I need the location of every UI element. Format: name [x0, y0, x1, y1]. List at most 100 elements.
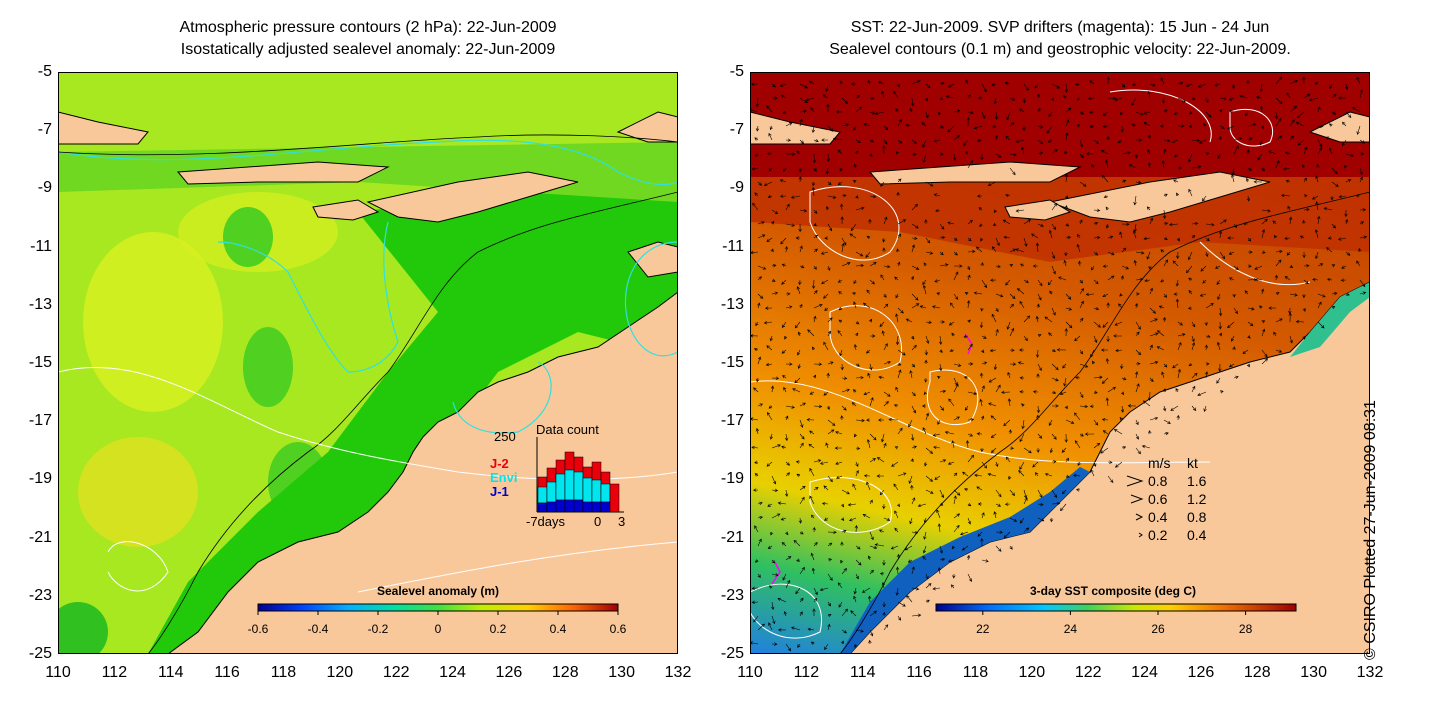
velocity-arrow — [939, 502, 944, 506]
velocity-arrow — [911, 587, 920, 591]
velocity-arrow — [911, 405, 916, 414]
velocity-arrow — [1202, 279, 1207, 284]
velocity-arrow — [1135, 433, 1139, 440]
velocity-arrow — [1065, 132, 1069, 141]
velocity-arrow — [869, 433, 877, 441]
velocity-arrow — [953, 489, 961, 496]
velocity-arrow — [840, 203, 844, 211]
velocity-arrow — [826, 103, 830, 113]
sumba-island — [1004, 199, 1072, 221]
velocity-arrow — [1093, 390, 1098, 394]
velocity-arrow — [1005, 279, 1011, 286]
velocity-arrow — [1345, 292, 1350, 296]
velocity-arrow — [1091, 164, 1095, 169]
velocity-arrow — [1261, 358, 1269, 365]
velocity-arrow — [1022, 125, 1026, 132]
velocity-arrow — [988, 402, 997, 407]
velocity-arrow — [1093, 208, 1101, 213]
velocity-arrow — [1037, 334, 1042, 338]
velocity-arrow — [755, 321, 759, 327]
velocity-arrow — [994, 111, 999, 121]
sla-low-region — [243, 327, 293, 407]
velocity-arrow — [795, 460, 801, 464]
velocity-arrow — [1303, 279, 1309, 285]
velocity-arrow — [1173, 179, 1179, 183]
velocity-arrow — [925, 320, 932, 325]
velocity-arrow — [1121, 377, 1127, 381]
velocity-arrow — [1047, 139, 1053, 143]
velocity-arrow — [1093, 139, 1100, 144]
velocity-arrow — [1093, 279, 1099, 285]
velocity-arrow — [1149, 287, 1153, 295]
velocity-arrow — [953, 416, 960, 421]
velocity-arrow — [1232, 293, 1236, 298]
velocity-arrow — [1289, 105, 1298, 113]
velocity-arrow — [1051, 148, 1058, 155]
velocity-arrow — [1163, 222, 1169, 226]
velocity-arrow — [882, 611, 886, 617]
velocity-arrow — [925, 573, 929, 580]
velocity-arrow — [841, 388, 850, 393]
velocity-arrow — [827, 317, 833, 323]
velocity-arrow — [883, 216, 888, 225]
velocity-arrow — [1301, 164, 1306, 169]
velocity-arrow — [981, 385, 985, 393]
velocity-arrow — [1160, 249, 1165, 253]
velocity-arrow — [1233, 137, 1243, 141]
velocity-arrow — [823, 341, 829, 351]
velocity-arrow — [1204, 371, 1209, 379]
velocity-arrow — [910, 458, 914, 463]
velocity-arrow — [1161, 371, 1165, 379]
velocity-arrow — [933, 193, 941, 197]
velocity-arrow — [1135, 331, 1140, 337]
velocity-arrow — [953, 271, 959, 281]
velocity-arrow — [894, 510, 899, 519]
velocity-arrow — [1233, 265, 1239, 271]
velocity-arrow — [967, 249, 976, 254]
velocity-arrow — [1035, 349, 1040, 358]
velocity-arrow — [1102, 124, 1109, 128]
velocity-arrow — [835, 110, 843, 114]
velocity-arrow — [755, 97, 760, 108]
tanimbar-island — [627, 241, 678, 278]
velocity-arrow — [785, 579, 791, 589]
velocity-arrow — [1260, 125, 1264, 130]
velocity-arrow — [1064, 328, 1068, 337]
velocity-arrow — [767, 412, 773, 421]
velocity-arrow — [1019, 517, 1025, 524]
velocity-arrow — [1289, 79, 1298, 85]
velocity-arrow — [1051, 307, 1056, 316]
velocity-arrow — [813, 248, 818, 253]
velocity-arrow — [1064, 433, 1068, 443]
velocity-arrow — [1135, 111, 1144, 116]
velocity-arrow — [1273, 331, 1277, 337]
velocity-arrow — [1275, 259, 1282, 267]
velocity-arrow — [1259, 105, 1264, 113]
velocity-arrow — [1163, 109, 1168, 113]
velocity-arrow — [1315, 201, 1319, 211]
velocity-arrow — [1049, 447, 1054, 454]
velocity-arrow — [835, 431, 843, 435]
velocity-arrow — [1048, 419, 1053, 426]
velocity-arrow — [1009, 489, 1015, 497]
velocity-arrow — [1344, 164, 1348, 169]
velocity-arrow — [1056, 348, 1067, 352]
velocity-arrow — [1331, 167, 1338, 175]
velocity-arrow — [1312, 277, 1319, 282]
velocity-arrow — [922, 555, 927, 561]
velocity-arrow — [1189, 111, 1193, 115]
left-sealevel-map: Sealevel anomaly (m) -0.6 -0.4 -0.2 0 0.2 0.4… — [58, 72, 678, 654]
velocity-arrow — [911, 244, 916, 253]
velocity-arrow — [1127, 404, 1137, 408]
velocity-arrow — [1075, 376, 1081, 380]
velocity-arrow — [995, 545, 1002, 552]
velocity-arrow — [1260, 288, 1265, 295]
velocity-arrow — [1228, 109, 1235, 114]
velocity-arrow — [1143, 236, 1151, 241]
velocity-arrow — [779, 194, 787, 198]
velocity-arrow — [1228, 251, 1235, 255]
velocity-arrow — [953, 293, 959, 300]
velocity-arrow — [1149, 217, 1154, 225]
velocity-arrow — [794, 321, 801, 329]
velocity-arrow — [925, 83, 931, 89]
